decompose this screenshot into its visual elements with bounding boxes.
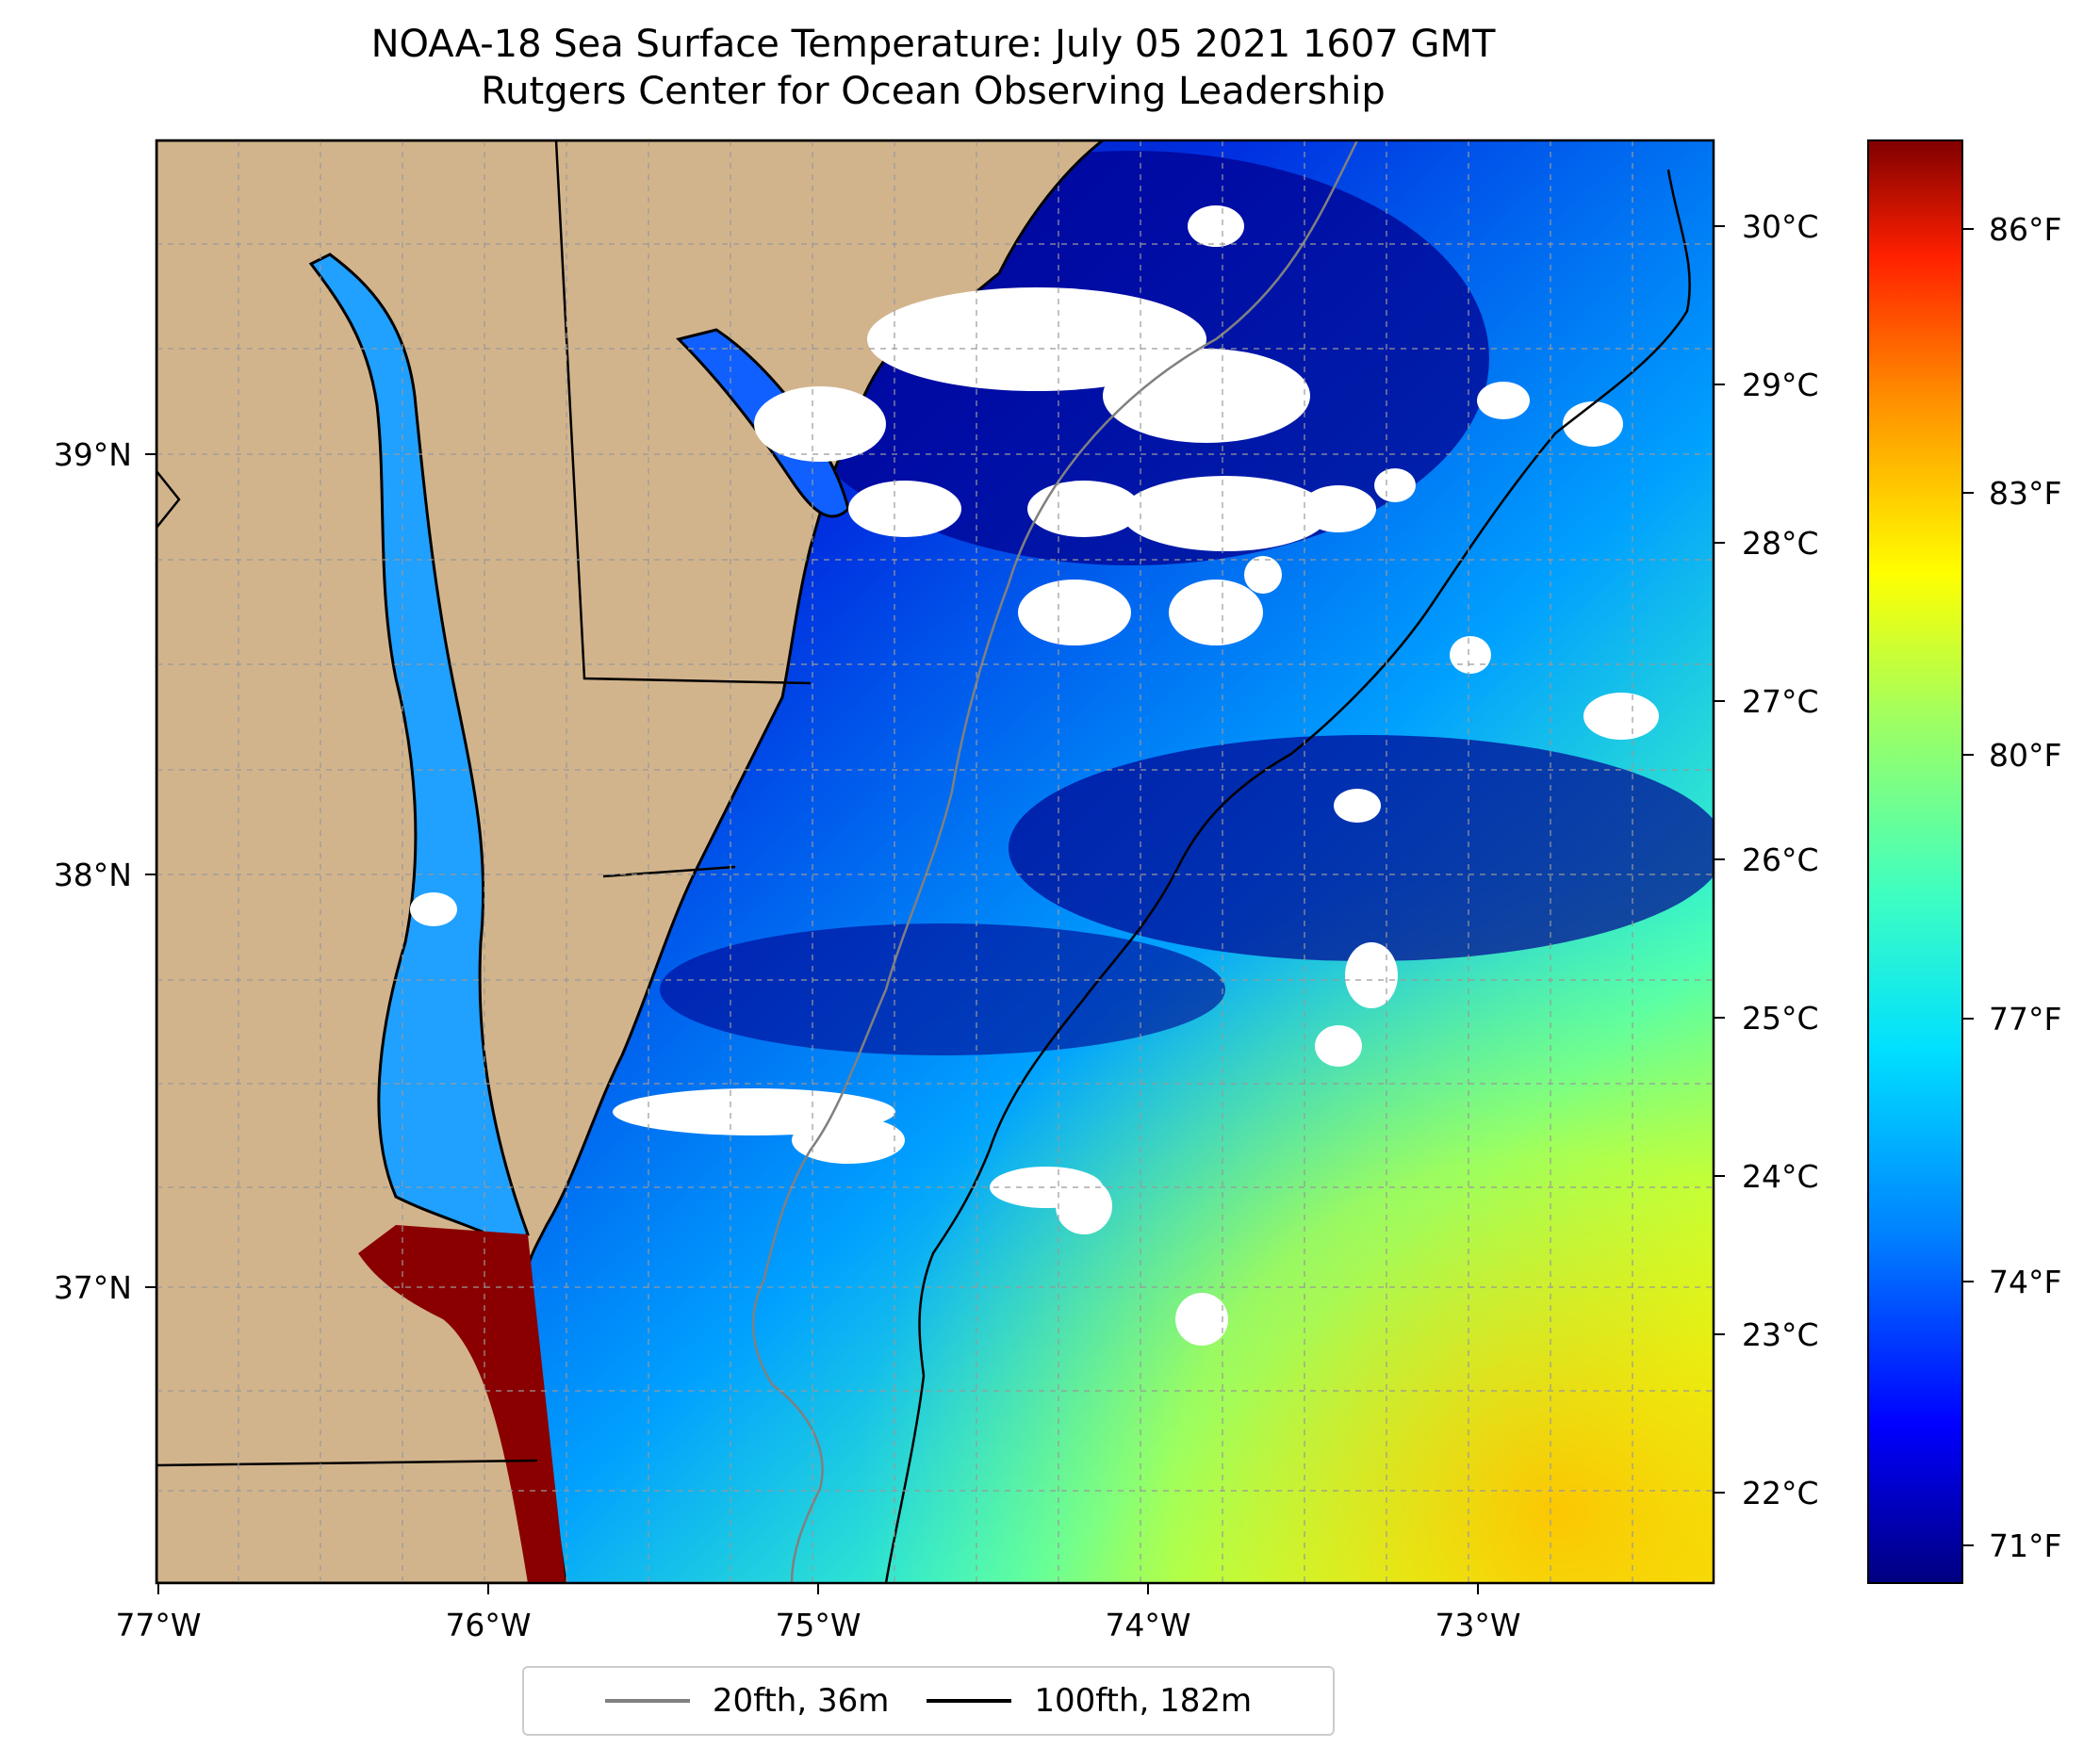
celsius-tick-label-22: 22°C	[1742, 1475, 1819, 1511]
title-line-1: NOAA-18 Sea Surface Temperature: July 05…	[370, 23, 1496, 66]
legend-swatch-100fth	[927, 1699, 1012, 1703]
celsius-tick-label-29: 29°C	[1742, 367, 1819, 403]
legend-swatch-20fth	[604, 1699, 690, 1703]
lat-tick-label-39n: 39°N	[54, 436, 132, 473]
longitude-ticks	[157, 1583, 1479, 1594]
lat-tick-label-37n: 37°N	[54, 1269, 132, 1306]
lon-tick-label-76w: 76°W	[445, 1607, 531, 1643]
title-line-2: Rutgers Center for Ocean Observing Leade…	[481, 70, 1386, 113]
gridlines	[156, 140, 1714, 1583]
fahrenheit-tick-label-83: 83°F	[1989, 475, 2061, 512]
legend-entry-100fth: 100fth, 182m	[927, 1682, 1252, 1720]
contour-100fth	[884, 169, 1691, 1583]
lat-tick-label-38n: 38°N	[54, 857, 132, 893]
fahrenheit-tick-label-74: 74°F	[1989, 1264, 2061, 1300]
legend-entry-20fth: 20fth, 36m	[604, 1682, 890, 1720]
celsius-tick-label-27: 27°C	[1742, 683, 1819, 720]
latitude-ticks	[145, 453, 156, 1288]
lon-tick-label-75w: 75°W	[775, 1607, 861, 1643]
state-border	[156, 140, 812, 1467]
celsius-tick-label-24: 24°C	[1742, 1158, 1819, 1195]
fahrenheit-tick-label-71: 71°F	[1989, 1527, 2061, 1564]
celsius-tick-label-25: 25°C	[1742, 1000, 1819, 1037]
chart-title: NOAA-18 Sea Surface Temperature: July 05…	[0, 21, 1866, 115]
cool-patch	[660, 923, 1225, 1055]
fahrenheit-tick-label-77: 77°F	[1989, 1001, 2061, 1037]
fahrenheit-tick-label-86: 86°F	[1989, 211, 2061, 248]
celsius-tick-label-26: 26°C	[1742, 841, 1819, 878]
map-frame	[155, 139, 1715, 1585]
cool-patch	[1009, 735, 1714, 961]
celsius-tick-label-28: 28°C	[1742, 525, 1819, 562]
bay-warm-mouth	[358, 1225, 566, 1583]
celsius-ticks	[1714, 225, 1725, 1494]
fahrenheit-tick-label-80: 80°F	[1989, 737, 2061, 774]
lon-tick-label-77w: 77°W	[115, 1607, 201, 1643]
contour-20fth	[751, 140, 1359, 1583]
legend-label-100fth: 100fth, 182m	[1034, 1682, 1253, 1720]
lon-tick-label-74w: 74°W	[1105, 1607, 1190, 1643]
celsius-tick-label-23: 23°C	[1742, 1316, 1819, 1353]
contour-legend: 20fth, 36m 100fth, 182m	[522, 1666, 1335, 1736]
legend-label-20fth: 20fth, 36m	[712, 1682, 890, 1720]
celsius-tick-label-30: 30°C	[1742, 208, 1819, 245]
chesapeake-bay	[308, 253, 530, 1246]
colorbar	[1867, 139, 1963, 1584]
cloud-mask	[410, 205, 1659, 1346]
lon-tick-label-73w: 73°W	[1435, 1607, 1520, 1643]
fahrenheit-ticks	[1962, 228, 1974, 1546]
